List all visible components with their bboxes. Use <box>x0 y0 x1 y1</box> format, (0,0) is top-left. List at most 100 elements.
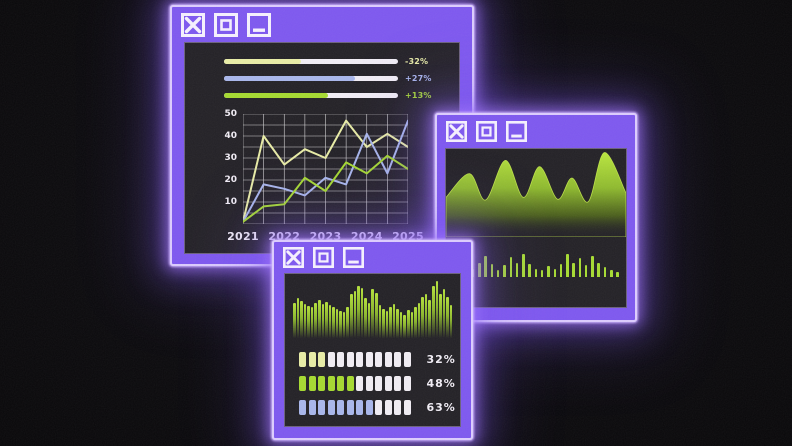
segment-percentage-label: 48% <box>426 377 456 390</box>
area-wave-chart <box>446 152 626 237</box>
histogram-bar <box>374 292 378 339</box>
histogram-bar <box>332 307 335 339</box>
kpi-bar-fill <box>224 93 329 98</box>
maximize-button[interactable] <box>214 12 238 37</box>
minimize-button[interactable] <box>506 121 527 142</box>
histogram-bar <box>314 303 317 339</box>
histogram-bar <box>421 297 424 339</box>
histogram-bar <box>399 312 403 339</box>
histogram-bar <box>424 293 428 339</box>
line-chart: 10 20 30 40 50 2021 2022 2023 2024 2025 <box>185 105 459 253</box>
histogram-bar <box>342 312 346 339</box>
segment-block <box>346 400 354 415</box>
sparkline-bar <box>496 270 500 277</box>
titlebar[interactable] <box>437 115 635 148</box>
histogram-bar <box>307 305 310 339</box>
titlebar[interactable] <box>172 7 472 42</box>
kpi-progress-bars: -32% +27% +13% <box>185 43 459 104</box>
sparkline-bar <box>490 263 494 277</box>
histogram-bar <box>328 304 332 339</box>
segment-block <box>375 352 382 367</box>
y-axis-tick: 50 <box>224 109 237 119</box>
maximize-button[interactable] <box>476 121 497 142</box>
segment-block <box>384 400 392 415</box>
segment-blocks <box>299 376 411 391</box>
minimize-button[interactable] <box>343 247 364 268</box>
histogram-bar <box>346 306 349 339</box>
segment-percentage-label: 63% <box>426 401 456 414</box>
segment-row: 48% <box>299 376 460 391</box>
histogram-bar <box>392 304 396 339</box>
histogram-bar <box>360 288 364 339</box>
histogram-bar <box>403 314 406 339</box>
segment-block <box>318 352 325 367</box>
histogram-bar <box>407 310 410 339</box>
segment-block <box>299 352 306 367</box>
sparkline-bar <box>528 263 531 277</box>
histogram-bar <box>439 293 442 339</box>
kpi-track <box>224 93 398 98</box>
sparkline-bar <box>484 255 487 277</box>
segment-percentage-label: 32% <box>426 353 456 366</box>
window-stats: 32% 48% 63% <box>272 240 473 440</box>
segment-block <box>318 376 325 391</box>
segment-block <box>403 400 411 415</box>
segment-block <box>346 352 354 367</box>
histogram-bar <box>431 285 435 339</box>
histogram-bar <box>321 304 325 339</box>
sparkline-bar <box>503 265 506 277</box>
close-button[interactable] <box>181 12 205 37</box>
sparkline-bar <box>603 267 607 277</box>
maximize-button[interactable] <box>313 247 334 268</box>
segment-block <box>337 376 344 391</box>
segment-block <box>299 376 306 391</box>
histogram-bar <box>296 298 300 339</box>
kpi-value-label: +13% <box>405 91 432 100</box>
titlebar[interactable] <box>274 242 471 273</box>
line-chart-plot <box>243 114 408 224</box>
histogram-bar <box>371 289 374 339</box>
sparkline-bar <box>566 254 569 277</box>
histogram-bar <box>303 304 307 339</box>
histogram-bar <box>396 308 399 339</box>
histogram-bar <box>410 311 414 339</box>
segment-row: 32% <box>299 352 460 367</box>
histogram-bar <box>449 305 453 339</box>
histogram-bar <box>367 303 371 339</box>
y-axis-tick: 20 <box>224 175 237 185</box>
segment-block <box>365 400 373 415</box>
histogram-bar <box>300 300 303 339</box>
sparkline-bar <box>610 270 613 277</box>
histogram-bar <box>339 310 342 339</box>
segment-block <box>346 376 354 391</box>
segment-block <box>394 352 401 367</box>
histogram-bar <box>353 290 357 339</box>
sparkline-bar <box>478 262 481 277</box>
kpi-bar-fill <box>224 59 301 64</box>
sparkline-bar <box>572 262 575 277</box>
close-button[interactable] <box>446 121 467 142</box>
sparkline-bar <box>534 268 538 277</box>
histogram-bar <box>428 299 431 339</box>
sparkline-bar <box>547 266 550 277</box>
histogram-bar <box>435 281 439 339</box>
segment-block <box>394 376 401 391</box>
segment-block <box>327 400 335 415</box>
segment-block <box>375 400 382 415</box>
histogram-bar <box>350 293 353 339</box>
histogram-bar <box>382 308 385 339</box>
histogram-bar <box>293 303 296 339</box>
grid <box>243 114 408 224</box>
analytics-panel: -32% +27% +13% 10 20 30 40 50 2021 2022 2023 2024 2… <box>184 42 460 254</box>
segment-block <box>356 376 363 391</box>
segment-block <box>375 376 382 391</box>
segmented-progress: 32% 48% 63% <box>299 352 460 415</box>
segment-block <box>308 352 316 367</box>
close-button[interactable] <box>283 247 304 268</box>
histogram-bar <box>417 302 421 339</box>
minimize-button[interactable] <box>247 12 271 37</box>
segment-block <box>384 376 392 391</box>
histogram-bar <box>446 297 449 339</box>
histogram-bar <box>310 307 314 339</box>
